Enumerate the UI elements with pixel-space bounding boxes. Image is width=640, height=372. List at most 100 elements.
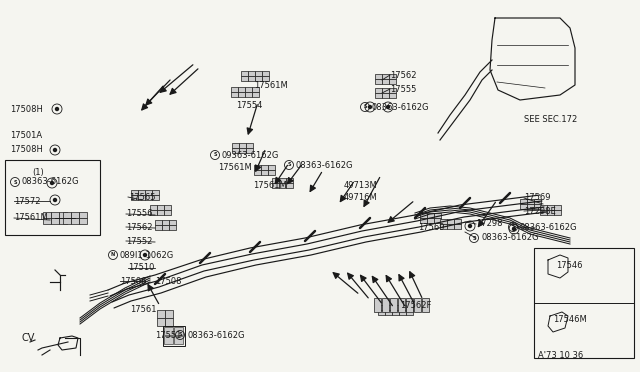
Text: 17561M: 17561M bbox=[254, 81, 288, 90]
Text: 08363-6162G: 08363-6162G bbox=[22, 177, 79, 186]
Text: S: S bbox=[364, 105, 367, 109]
Bar bbox=[79, 218, 87, 224]
Bar bbox=[547, 205, 554, 210]
Bar bbox=[454, 219, 461, 224]
Text: CV: CV bbox=[22, 333, 35, 343]
Bar bbox=[246, 143, 253, 148]
Bar bbox=[165, 310, 173, 318]
Bar bbox=[252, 87, 259, 92]
Bar bbox=[239, 143, 246, 148]
Bar bbox=[131, 190, 138, 195]
Circle shape bbox=[143, 253, 147, 257]
Bar bbox=[152, 195, 159, 200]
Bar bbox=[388, 79, 396, 84]
Bar bbox=[534, 248, 634, 358]
Bar bbox=[554, 205, 561, 210]
Bar bbox=[398, 298, 405, 312]
Bar bbox=[145, 195, 152, 200]
Bar bbox=[248, 71, 255, 76]
Bar bbox=[164, 327, 173, 335]
Bar bbox=[271, 183, 278, 188]
Bar bbox=[285, 178, 292, 183]
Text: A'73 10 36: A'73 10 36 bbox=[538, 352, 583, 360]
Text: 17561M: 17561M bbox=[218, 164, 252, 173]
Text: 08363-6162G: 08363-6162G bbox=[372, 103, 429, 112]
Text: S: S bbox=[287, 163, 291, 167]
Bar bbox=[163, 205, 170, 210]
Bar bbox=[150, 205, 157, 210]
Bar bbox=[271, 178, 278, 183]
Bar bbox=[163, 326, 185, 346]
Bar bbox=[433, 213, 440, 218]
Bar bbox=[554, 210, 561, 215]
Bar bbox=[43, 212, 51, 218]
Bar bbox=[381, 93, 388, 98]
Bar bbox=[378, 310, 385, 315]
Text: 17552: 17552 bbox=[126, 237, 152, 246]
Bar bbox=[268, 170, 275, 175]
Text: 49716M: 49716M bbox=[344, 193, 378, 202]
Text: (1): (1) bbox=[32, 169, 44, 177]
Bar bbox=[385, 310, 392, 315]
Bar bbox=[422, 298, 429, 312]
Circle shape bbox=[56, 108, 58, 110]
Text: 17565: 17565 bbox=[129, 192, 156, 202]
Bar bbox=[245, 87, 252, 92]
Bar bbox=[278, 183, 285, 188]
Bar bbox=[260, 165, 268, 170]
Bar bbox=[388, 88, 396, 93]
Bar bbox=[388, 74, 396, 79]
Text: S: S bbox=[511, 224, 515, 230]
Bar bbox=[239, 148, 246, 153]
Bar bbox=[245, 92, 252, 97]
Bar bbox=[285, 183, 292, 188]
Text: N: N bbox=[111, 253, 115, 257]
Text: 17546: 17546 bbox=[556, 260, 582, 269]
Text: 17298E: 17298E bbox=[524, 206, 556, 215]
Bar bbox=[440, 219, 447, 224]
Text: 17561: 17561 bbox=[130, 305, 157, 314]
Bar bbox=[145, 190, 152, 195]
Bar bbox=[426, 218, 433, 223]
Bar bbox=[43, 218, 51, 224]
Bar bbox=[419, 218, 426, 223]
Bar bbox=[406, 298, 413, 312]
Bar bbox=[414, 298, 421, 312]
Bar bbox=[252, 92, 259, 97]
Text: 09363-6162G: 09363-6162G bbox=[222, 151, 280, 160]
Bar bbox=[392, 310, 399, 315]
Bar bbox=[79, 212, 87, 218]
Bar bbox=[232, 148, 239, 153]
Bar bbox=[540, 210, 547, 215]
Bar bbox=[374, 79, 381, 84]
Bar bbox=[253, 165, 260, 170]
Bar bbox=[154, 225, 161, 230]
Bar bbox=[231, 92, 238, 97]
Circle shape bbox=[51, 182, 54, 185]
Bar bbox=[520, 199, 527, 204]
Circle shape bbox=[513, 228, 515, 231]
Bar bbox=[157, 318, 165, 326]
Bar bbox=[527, 204, 534, 209]
Bar bbox=[374, 93, 381, 98]
Text: 17562: 17562 bbox=[126, 222, 152, 231]
Bar bbox=[5, 160, 100, 235]
Text: 17555: 17555 bbox=[390, 84, 417, 93]
Bar bbox=[59, 218, 67, 224]
Circle shape bbox=[54, 199, 56, 202]
Text: 17508: 17508 bbox=[155, 276, 182, 285]
Bar bbox=[241, 76, 248, 81]
Bar bbox=[238, 87, 245, 92]
Bar bbox=[419, 213, 426, 218]
Bar bbox=[262, 76, 269, 81]
Bar bbox=[157, 210, 163, 215]
Circle shape bbox=[369, 106, 371, 109]
Bar bbox=[399, 305, 406, 310]
Bar bbox=[390, 298, 397, 312]
Text: 17551: 17551 bbox=[155, 330, 181, 340]
Text: 49713M: 49713M bbox=[344, 182, 378, 190]
Bar bbox=[540, 205, 547, 210]
Text: S: S bbox=[179, 333, 182, 337]
Bar bbox=[392, 305, 399, 310]
Bar bbox=[374, 88, 381, 93]
